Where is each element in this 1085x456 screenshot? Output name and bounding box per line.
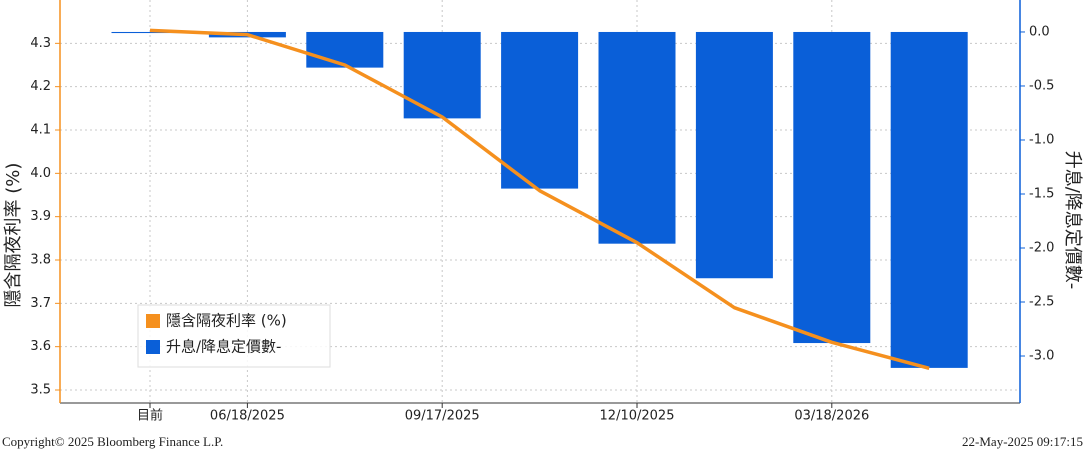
y2-tick-label: 0.0 [1029,24,1050,39]
y-axis-title: 隱含隔夜利率 (%) [3,163,24,308]
bar [403,31,481,119]
bar [111,31,189,34]
x-tick-label: 目前 [137,408,163,424]
y-tick-label: 4.3 [30,36,51,51]
y2-tick-label: -2.5 [1029,295,1054,310]
y-tick-label: 3.8 [30,253,51,268]
timestamp: 22-May-2025 09:17:15 [962,434,1083,449]
bar [793,31,871,344]
legend-label: 升息/降息定價數- [166,338,281,356]
legend-box [137,304,331,368]
y-tick-label: 3.5 [30,383,51,398]
bar [306,31,384,68]
legend-label: 隱含隔夜利率 (%) [166,312,287,330]
y2-axis-title: 升息/降息定價數- [1062,151,1083,290]
bar [890,31,968,368]
bar [695,31,773,279]
y-tick-label: 4.1 [30,123,51,138]
y2-tick-label: -1.0 [1029,132,1054,147]
legend: 隱含隔夜利率 (%) 升息/降息定價數- [137,304,331,368]
copyright: Copyright© 2025 Bloomberg Finance L.P. [2,434,223,449]
y-tick-label: 3.7 [30,296,51,311]
y-tick-label: 4.2 [30,79,51,94]
legend-swatch [146,340,160,354]
y2-tick-label: -2.0 [1029,241,1054,256]
y2-tick-label: -3.0 [1029,349,1054,364]
bar [501,31,579,189]
y-tick-label: 4.0 [30,166,51,181]
x-tick-label: 06/18/2025 [210,409,285,424]
bar [598,31,676,244]
y-tick-label: 3.9 [30,209,51,224]
x-tick-label: 03/18/2026 [794,409,869,424]
y2-tick-label: -1.5 [1029,186,1054,201]
legend-swatch [146,314,160,328]
line [149,28,930,371]
y-tick-label: 3.6 [30,339,51,354]
x-tick-label: 09/17/2025 [405,409,480,424]
y2-tick-label: -0.5 [1029,78,1054,93]
x-tick-label: 12/10/2025 [600,409,675,424]
